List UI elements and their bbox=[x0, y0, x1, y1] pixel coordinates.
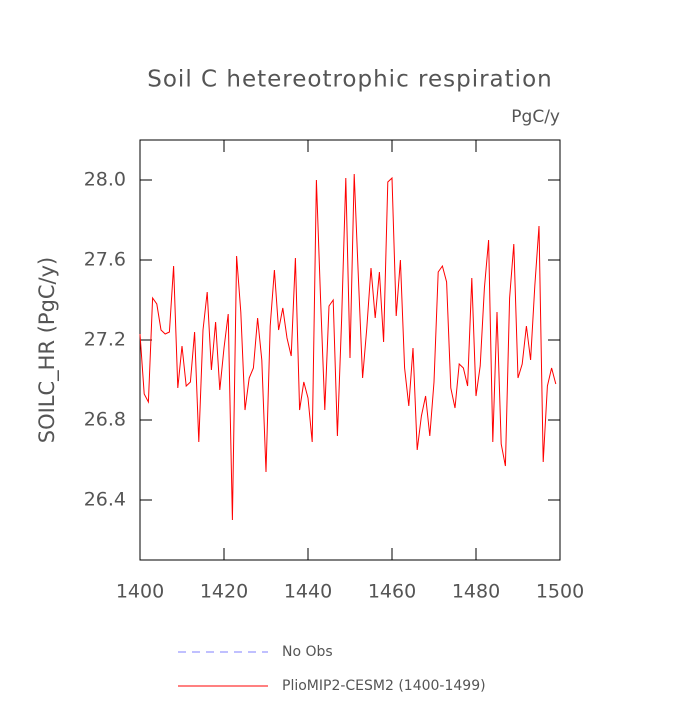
y-tick-label: 26.4 bbox=[84, 489, 126, 511]
x-tick-label: 1400 bbox=[116, 581, 164, 603]
x-tick-label: 1460 bbox=[368, 581, 416, 603]
x-tick-label: 1480 bbox=[452, 581, 500, 603]
chart-subtitle: PgC/y bbox=[511, 107, 560, 127]
y-axis-label: SOILC_HR (PgC/y) bbox=[35, 257, 60, 444]
data-line bbox=[139, 173, 557, 521]
x-tick-label: 1500 bbox=[536, 581, 584, 603]
legend-label: PlioMIP2-CESM2 (1400-1499) bbox=[282, 678, 486, 694]
chart-title: Soil C hetereotrophic respiration bbox=[147, 67, 552, 93]
x-tick-label: 1440 bbox=[284, 581, 332, 603]
y-tick-label: 26.8 bbox=[84, 409, 126, 431]
x-tick-label: 1420 bbox=[200, 581, 248, 603]
y-tick-label: 27.6 bbox=[84, 249, 126, 271]
y-tick-label: 27.2 bbox=[84, 329, 126, 351]
legend-label: No Obs bbox=[282, 644, 333, 660]
plot-frame bbox=[139, 139, 561, 561]
y-tick-label: 28.0 bbox=[84, 169, 126, 191]
